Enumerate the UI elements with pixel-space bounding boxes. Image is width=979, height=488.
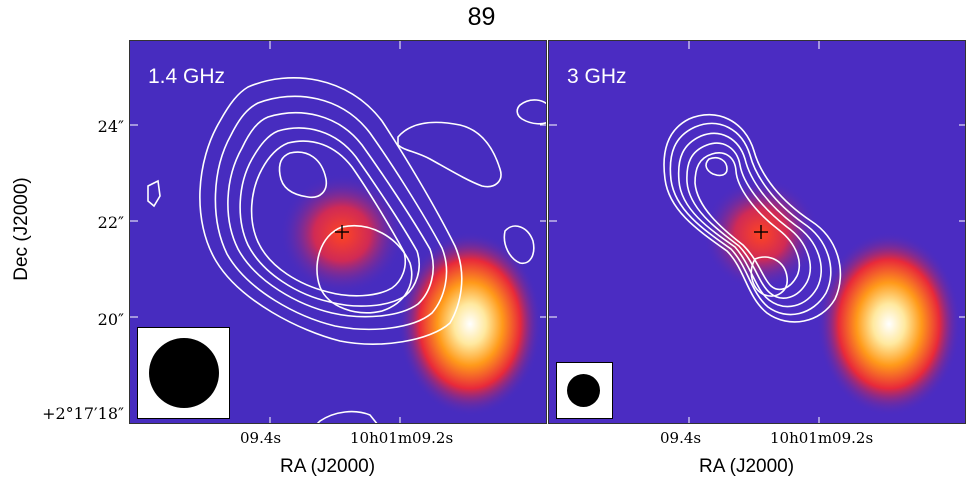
figure-title: 89 <box>467 3 496 31</box>
x-tick-left-2: 10h01m09.2s <box>350 429 454 447</box>
x-axis-label-right: RA (J2000) <box>699 456 795 477</box>
radio-map-3ghz <box>549 41 965 423</box>
position-marker-3ghz <box>754 225 768 239</box>
contours-3ghz <box>663 114 842 323</box>
contours-1-4ghz <box>147 77 546 423</box>
x-tick-right-2: 10h01m09.2s <box>770 429 874 447</box>
x-tick-right-1: 09.4s <box>660 429 702 447</box>
beam-ellipse-right <box>567 374 600 407</box>
band-label-left: 1.4 GHz <box>148 65 226 88</box>
x-axis-label-left: RA (J2000) <box>280 456 376 477</box>
beam-inset-right <box>556 362 613 419</box>
tick-marks <box>130 41 546 423</box>
band-label-right: 3 GHz <box>567 65 627 88</box>
y-axis-label: Dec (J2000) <box>11 177 32 281</box>
bright-source <box>398 232 542 416</box>
panel-1-4ghz: 1.4 GHz <box>129 40 547 424</box>
position-marker <box>335 225 349 239</box>
bright-source-3ghz <box>817 232 961 416</box>
y-tick-24: 24″ <box>97 117 124 136</box>
tick-marks-3ghz <box>549 41 965 423</box>
y-tick-18: +2°17′18″ <box>42 404 124 423</box>
panel-3ghz: 3 GHz <box>548 40 966 424</box>
radio-map-1-4ghz <box>130 41 546 423</box>
y-tick-20: 20″ <box>97 310 124 329</box>
beam-ellipse-left <box>149 338 219 408</box>
beam-inset-left <box>137 327 230 419</box>
x-tick-left-1: 09.4s <box>240 429 282 447</box>
y-tick-22: 22″ <box>97 213 124 232</box>
